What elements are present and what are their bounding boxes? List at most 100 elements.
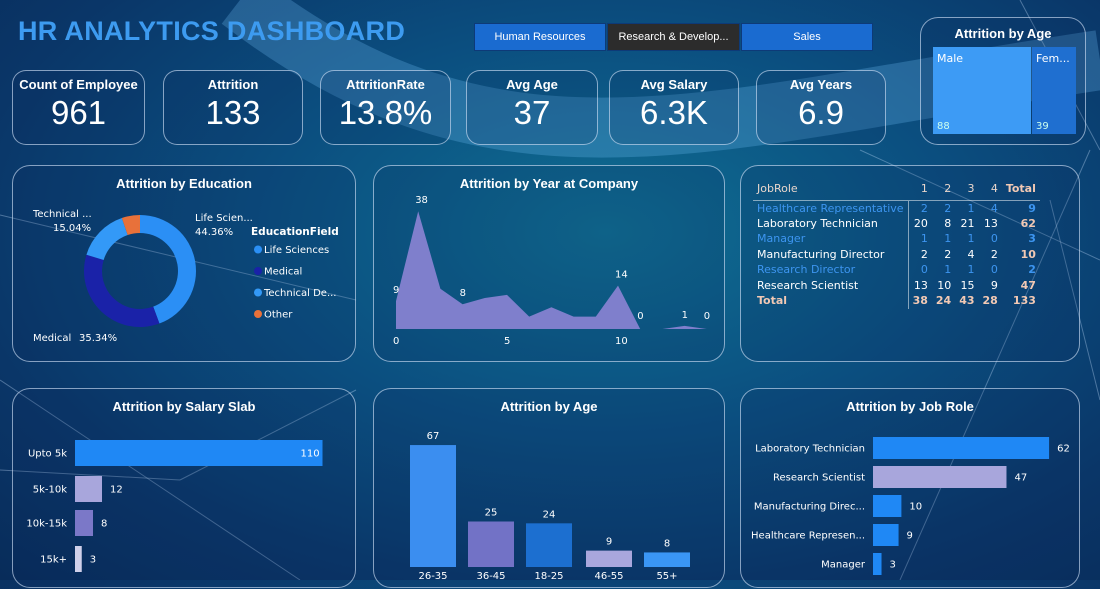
table-row[interactable]: Healthcare Representative 2 2 1 4 9: [753, 200, 1040, 216]
value-label: 110: [301, 449, 320, 460]
data-label: 1: [682, 310, 688, 321]
bar[interactable]: [75, 510, 93, 536]
table-cell: 1: [944, 232, 952, 246]
tile-label: Fem...: [1036, 52, 1070, 65]
job-role-bar-chart: Laboratory Technician 62 Research Scientis…: [751, 437, 1070, 575]
data-label: 38: [415, 195, 428, 206]
value-label: 9: [606, 537, 612, 548]
table-cell: 47: [1020, 278, 1036, 292]
salary-slab-panel: Attrition by Salary Slab Upto 5k 110 5k-10…: [12, 388, 356, 588]
table-cell: 2: [944, 247, 952, 261]
treemap-tile-female[interactable]: Fem... 39: [1032, 47, 1076, 134]
value-label: 3: [890, 560, 896, 571]
bar[interactable]: [586, 550, 632, 567]
legend-title: EducationField: [251, 226, 339, 238]
legend-marker: [254, 267, 262, 275]
kpi-card: Avg Age 37: [466, 70, 598, 145]
treemap-tile-male[interactable]: Male 88: [933, 47, 1031, 134]
slicer-button-0[interactable]: Human Resources: [474, 23, 606, 51]
value-label: 62: [1057, 444, 1070, 455]
table-cell: 10: [1020, 247, 1036, 261]
legend-marker: [254, 288, 262, 297]
table-header: JobRole 1 2 3 4 Total: [753, 178, 1040, 201]
total-cell: 24: [935, 294, 952, 308]
category-label: 15k+: [40, 555, 67, 566]
kpi-value: 6.3K: [640, 94, 708, 131]
legend-item: Life Sciences: [264, 245, 329, 256]
x-tick-label: 5: [504, 336, 510, 347]
kpi-card: Attrition 133: [163, 70, 303, 145]
table-cell: 2: [990, 247, 998, 261]
table-cell: 10: [937, 278, 952, 292]
bar[interactable]: [873, 553, 882, 575]
bar[interactable]: [873, 466, 1007, 488]
bar[interactable]: [873, 437, 1050, 459]
column-header: Total: [1001, 178, 1040, 201]
gender-treemap-panel: Attrition by Age Male 88 Fem... 39: [920, 17, 1086, 145]
table-cell: 13: [907, 277, 932, 293]
panel-title: Attrition by Year at Company: [459, 176, 639, 191]
table-cell: Laboratory Technician: [757, 216, 878, 230]
bar[interactable]: [75, 476, 102, 502]
table-cell: 0: [990, 263, 998, 277]
slicer-button-1[interactable]: Research & Develop...: [607, 23, 740, 51]
table-cell: 2: [1028, 263, 1036, 277]
kpi-value: 961: [50, 94, 107, 131]
table-cell: 8: [944, 216, 952, 230]
table-cell: 1: [944, 263, 952, 277]
table-cell: 2: [907, 246, 932, 262]
bar[interactable]: [526, 523, 572, 567]
kpi-card: Avg Salary 6.3K: [609, 70, 739, 145]
table-cell: Research Scientist: [757, 278, 859, 292]
slice-pct: 44.36%: [195, 227, 233, 238]
kpi-label: Avg Years: [789, 77, 853, 92]
table-cell: Manager: [757, 232, 806, 246]
bar[interactable]: [75, 546, 82, 572]
bar[interactable]: [75, 440, 323, 466]
category-label: 46-55: [594, 571, 623, 582]
category-label: Manager: [821, 560, 866, 571]
donut-slice: [140, 215, 197, 324]
table-cell: 1: [967, 201, 975, 215]
panel-title: Attrition by Education: [116, 176, 252, 191]
table-row[interactable]: Laboratory Technician 20 8 21 13 62: [753, 215, 1040, 231]
value-label: 8: [664, 538, 670, 549]
year-at-company-panel: Attrition by Year at Company 0 5 10 9 38 8 14 0…: [373, 165, 725, 362]
tile-value: 39: [1036, 121, 1049, 132]
category-label: 26-35: [418, 571, 447, 582]
table-row[interactable]: Research Scientist 13 10 15 9 47: [753, 277, 1040, 293]
table-cell: 20: [907, 215, 932, 231]
bar[interactable]: [410, 445, 456, 567]
table-cell: 1: [967, 263, 975, 277]
total-cell: 28: [982, 294, 998, 308]
slicer-button-2[interactable]: Sales: [741, 23, 873, 51]
table-row[interactable]: Research Director 0 1 1 0 2: [753, 262, 1040, 278]
category-label: Manufacturing Direc...: [754, 502, 865, 513]
value-label: 24: [543, 509, 556, 520]
bar[interactable]: [873, 495, 902, 517]
table-cell: 21: [960, 216, 975, 230]
table-row[interactable]: Manager 1 1 1 0 3: [753, 231, 1040, 247]
table-cell: 2: [907, 200, 932, 216]
column-header: 3: [955, 178, 979, 201]
table-cell: 15: [960, 278, 975, 292]
dashboard-title: HR ANALYTICS DASHBOARD: [18, 16, 406, 46]
bar[interactable]: [873, 524, 899, 546]
table-total-row: Total 38 24 43 28 133: [753, 293, 1040, 309]
data-label: 14: [615, 270, 628, 281]
donut-slice: [84, 254, 160, 327]
job-role-panel: Attrition by Job Role Laboratory Technic…: [740, 388, 1080, 588]
bar[interactable]: [468, 521, 514, 568]
table-row[interactable]: Manufacturing Director 2 2 4 2 10: [753, 246, 1040, 262]
age-panel: Attrition by Age 67 26-35 25 36-45 24 18-25 9 4…: [373, 388, 725, 588]
panel-title: Attrition by Salary Slab: [112, 399, 256, 414]
value-label: 67: [427, 431, 440, 442]
category-label: 55+: [656, 571, 677, 582]
value-label: 12: [110, 485, 123, 496]
table-cell: 1: [907, 231, 932, 247]
data-label: 8: [460, 288, 466, 299]
tile-label: Male: [937, 52, 964, 65]
category-label: 10k-15k: [26, 519, 67, 530]
total-cell: 43: [959, 294, 975, 308]
bar[interactable]: [644, 552, 690, 567]
